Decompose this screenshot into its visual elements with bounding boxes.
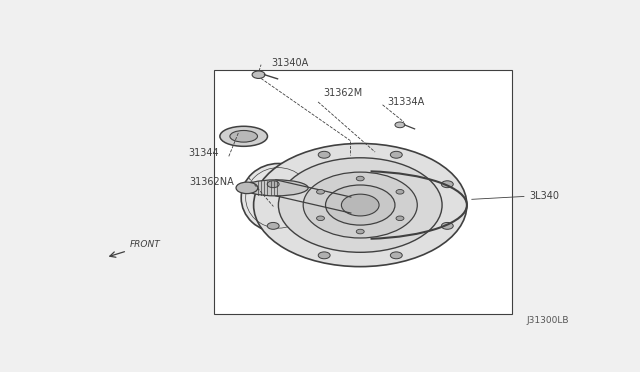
Circle shape: [318, 151, 330, 158]
Circle shape: [268, 181, 279, 187]
Circle shape: [442, 181, 453, 187]
Circle shape: [278, 158, 442, 252]
Circle shape: [252, 71, 265, 78]
Text: FRONT: FRONT: [129, 240, 161, 249]
Text: 3L340: 3L340: [529, 192, 559, 202]
Circle shape: [356, 176, 364, 181]
Circle shape: [395, 122, 405, 128]
Text: 31334A: 31334A: [388, 97, 425, 107]
Circle shape: [303, 172, 417, 238]
Ellipse shape: [230, 131, 257, 142]
Circle shape: [326, 185, 395, 225]
Circle shape: [268, 222, 279, 229]
Circle shape: [253, 144, 467, 267]
Text: 31340A: 31340A: [271, 58, 308, 68]
Circle shape: [356, 229, 364, 234]
Circle shape: [396, 216, 404, 221]
Text: 31344: 31344: [188, 148, 219, 158]
Text: 31362NA: 31362NA: [189, 177, 234, 187]
Ellipse shape: [244, 180, 308, 196]
Circle shape: [318, 252, 330, 259]
Text: 31362M: 31362M: [323, 88, 362, 98]
Circle shape: [396, 189, 404, 194]
Ellipse shape: [220, 126, 268, 146]
Circle shape: [390, 151, 403, 158]
Ellipse shape: [236, 182, 258, 193]
Circle shape: [341, 194, 379, 216]
Circle shape: [390, 252, 403, 259]
Ellipse shape: [241, 164, 316, 232]
Text: J31300LB: J31300LB: [526, 316, 568, 326]
Bar: [214, 70, 511, 314]
Circle shape: [442, 222, 453, 229]
Circle shape: [317, 216, 324, 221]
Circle shape: [317, 189, 324, 194]
